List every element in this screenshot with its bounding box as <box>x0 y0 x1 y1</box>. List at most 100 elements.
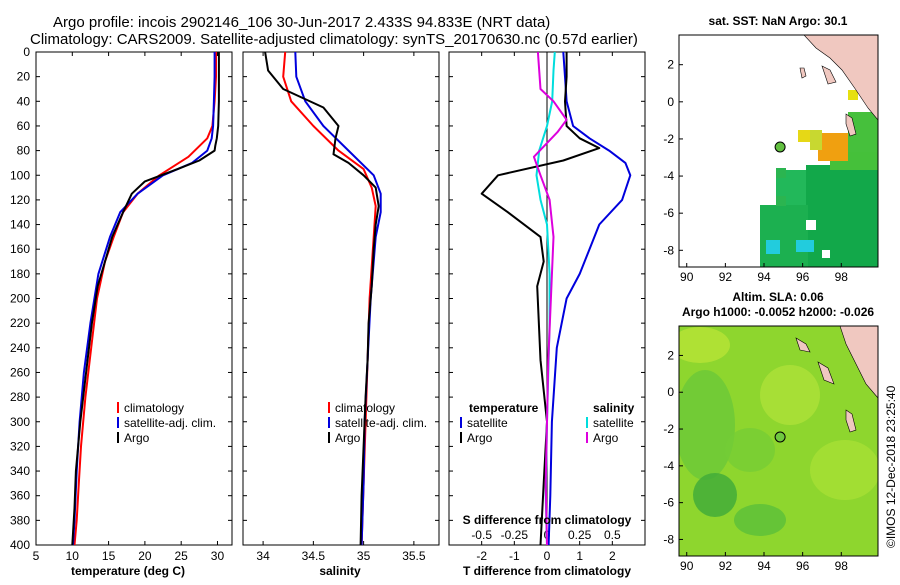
map-y-tick-label: 2 <box>667 348 674 362</box>
legend-argo: Argo <box>335 431 361 445</box>
top-x-tick-label: -0.5 <box>471 528 492 542</box>
y-tick-label: 160 <box>10 242 30 256</box>
map-y-tick-label: -2 <box>663 132 674 146</box>
y-tick-label: 340 <box>10 464 30 478</box>
map-x-tick-label: 96 <box>796 270 810 284</box>
sla-patch <box>810 440 878 500</box>
y-tick-label: 80 <box>17 144 31 158</box>
map-y-tick-label: -8 <box>663 532 674 546</box>
map-x-tick-label: 92 <box>719 559 733 573</box>
salinity-panel: 34 34.5 35 35.5 salinity climatology satell… <box>242 51 440 578</box>
sla-patch <box>693 473 737 517</box>
sla-patch <box>679 327 730 363</box>
y-tick-label: 40 <box>17 94 31 108</box>
sst-sumatra-landmass <box>803 35 878 121</box>
difference-x-label: T difference from climatology <box>463 564 631 578</box>
map-y-tick-label: -4 <box>663 459 674 473</box>
salinity-legend: climatology satellite-adj. clim. Argo <box>328 401 427 445</box>
series-line-s-argo <box>532 52 568 545</box>
y-tick-label: 100 <box>10 168 30 182</box>
sla-map-title-line1: Altim. SLA: 0.06 <box>732 290 824 304</box>
sst-patch <box>810 130 822 150</box>
map-x-tick-label: 94 <box>757 559 771 573</box>
series-line-t-satellite <box>547 52 632 545</box>
x-tick-label: -1 <box>509 549 520 563</box>
y-tick-label: 360 <box>10 489 30 503</box>
sla-island <box>817 361 835 385</box>
map-y-tick-label: -4 <box>663 169 674 183</box>
sst-patch <box>760 205 808 267</box>
temperature-lines <box>71 52 220 545</box>
y-tick-label: 60 <box>17 119 31 133</box>
legend-salinity-heading: salinity <box>593 401 635 415</box>
map-x-tick-label: 90 <box>680 559 694 573</box>
sla-map: Altim. SLA: 0.06 Argo h1000: -0.0052 h20… <box>663 290 879 573</box>
sst-patch <box>776 168 786 178</box>
top-x-tick-label: 0.25 <box>568 528 592 542</box>
x-tick-label: 2 <box>609 549 616 563</box>
sst-patch-cool <box>766 240 780 254</box>
map-x-tick-label: 98 <box>835 270 849 284</box>
x-tick-label: 35.5 <box>402 549 426 563</box>
top-x-tick-label: 0.5 <box>604 528 621 542</box>
map-y-tick-label: -6 <box>663 206 674 220</box>
map-y-tick-label: 2 <box>667 58 674 72</box>
sst-argo-location-marker <box>774 141 786 153</box>
y-tick-label: 220 <box>10 316 30 330</box>
y-tick-label: 140 <box>10 218 30 232</box>
difference-top-x-ticks: -0.5-0.2500.250.5 <box>471 528 621 542</box>
x-tick-label: 35 <box>357 549 371 563</box>
sst-patch <box>848 90 858 100</box>
difference-y-ticks <box>449 51 645 546</box>
legend-climatology: climatology <box>124 401 184 415</box>
y-tick-label: 120 <box>10 193 30 207</box>
map-y-tick-label: 0 <box>667 385 674 399</box>
imos-credit: ©IMOS 12-Dec-2018 23:25:40 <box>884 385 898 548</box>
map-y-tick-label: -2 <box>663 422 674 436</box>
map-x-tick-label: 94 <box>757 270 771 284</box>
sla-map-frame <box>678 325 879 557</box>
x-tick-label: 1 <box>576 549 583 563</box>
sst-patch-warm <box>818 133 848 161</box>
y-tick-label: 0 <box>23 45 30 59</box>
y-tick-label: 240 <box>10 341 30 355</box>
y-tick-label: 380 <box>10 513 30 527</box>
y-tick-label: 260 <box>10 365 30 379</box>
sst-island <box>845 113 857 137</box>
legend-temperature-heading: temperature <box>469 401 539 415</box>
top-x-tick-label: -0.25 <box>501 528 529 542</box>
salinity-y-ticks <box>243 51 439 546</box>
y-tick-label: 400 <box>10 538 30 552</box>
map-x-tick-label: 96 <box>796 559 810 573</box>
series-line-satellite-adj-clim <box>72 52 216 545</box>
sst-map-ticks: 90 92 94 96 98 2 0 -2 -4 -6 -8 <box>663 58 848 284</box>
legend-climatology: climatology <box>335 401 395 415</box>
y-tick-label: 280 <box>10 390 30 404</box>
sla-field-patches <box>679 327 878 536</box>
legend-satellite-adj: satellite-adj. clim. <box>335 416 427 430</box>
x-tick-label: 34.5 <box>302 549 326 563</box>
map-x-tick-label: 90 <box>680 270 694 284</box>
map-x-tick-label: 98 <box>835 559 849 573</box>
salinity-lines <box>264 52 382 545</box>
x-tick-label: 15 <box>102 549 116 563</box>
difference-lines <box>480 52 632 545</box>
x-tick-label: 0 <box>544 549 551 563</box>
x-tick-label: 5 <box>33 549 40 563</box>
series-line-t-argo <box>480 52 601 545</box>
sst-patch <box>806 165 878 267</box>
sst-patch <box>776 196 786 206</box>
temperature-x-ticks: 5 10 15 20 25 30 <box>33 52 224 563</box>
sst-island <box>799 67 807 79</box>
legend-t-argo: Argo <box>467 431 493 445</box>
x-tick-label: -2 <box>476 549 487 563</box>
sla-island <box>795 337 811 353</box>
map-y-tick-label: -8 <box>663 243 674 257</box>
temperature-legend: climatology satellite-adj. clim. Argo <box>117 401 216 445</box>
difference-top-x-label: S difference from climatology <box>463 513 632 527</box>
series-line-argo <box>71 52 220 545</box>
sst-map-title: sat. SST: NaN Argo: 30.1 <box>709 14 848 28</box>
legend-s-satellite: satellite <box>593 416 634 430</box>
